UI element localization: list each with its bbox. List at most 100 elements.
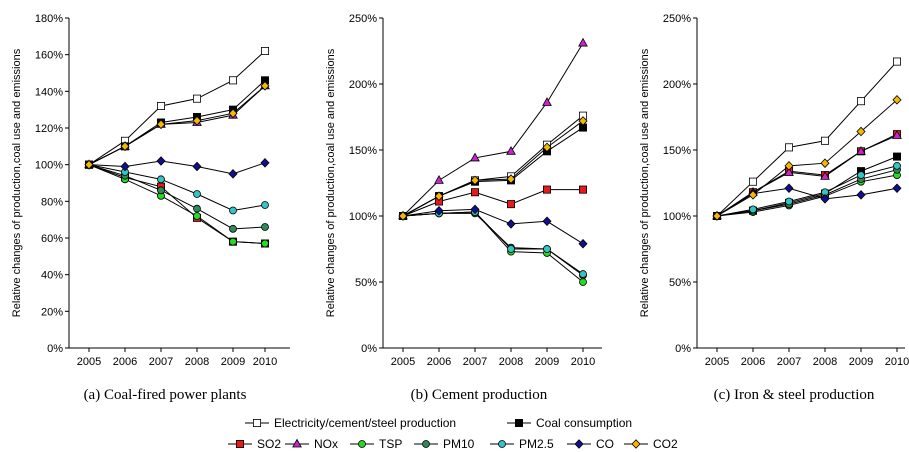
x-tick-label: 2009 bbox=[849, 356, 873, 368]
series-line-pm25 bbox=[402, 211, 584, 275]
y-tick-label: 60% bbox=[41, 233, 63, 245]
series-tsp bbox=[399, 208, 587, 286]
legend-label: CO bbox=[596, 437, 614, 451]
legend-label: PM10 bbox=[443, 437, 475, 451]
x-tick-label: 2009 bbox=[535, 356, 559, 368]
point-nox bbox=[506, 146, 516, 155]
point-pm10 bbox=[193, 204, 201, 213]
x-tick-label: 2008 bbox=[499, 356, 523, 368]
point-co2 bbox=[120, 141, 130, 152]
legend-label: SO2 bbox=[257, 437, 281, 451]
point-co bbox=[506, 219, 516, 229]
point-nox bbox=[470, 152, 480, 162]
point-nox bbox=[578, 37, 588, 47]
x-tick-label: 2005 bbox=[77, 356, 101, 368]
y-tick-label: 150% bbox=[663, 145, 691, 157]
point-co bbox=[434, 205, 444, 216]
point-co bbox=[470, 204, 480, 215]
point-production bbox=[260, 47, 269, 56]
point-co2 bbox=[856, 126, 866, 137]
point-co2 bbox=[434, 191, 444, 201]
series-line-tsp bbox=[88, 164, 266, 244]
point-co2 bbox=[506, 174, 516, 184]
y-tick-label: 120% bbox=[35, 123, 63, 135]
x-tick-label: 2005 bbox=[391, 356, 415, 368]
point-co bbox=[260, 158, 270, 168]
caption-coal-fired-power-plants: (a) Coal-fired power plants bbox=[84, 387, 247, 403]
series-production bbox=[398, 111, 588, 220]
series-line-co bbox=[402, 208, 584, 245]
series-pm10 bbox=[85, 160, 269, 233]
point-pm10 bbox=[229, 224, 237, 233]
point-pm10 bbox=[261, 223, 269, 231]
y-tick-label: 100% bbox=[349, 211, 377, 223]
point-co bbox=[856, 190, 866, 200]
point-co bbox=[820, 194, 830, 204]
y-tick-label: 80% bbox=[41, 196, 63, 208]
y-tick-label: 50% bbox=[669, 277, 691, 289]
point-pm25 bbox=[579, 270, 587, 278]
legend-item-co2: CO2 bbox=[624, 437, 678, 451]
legend-marker-nox bbox=[292, 438, 302, 448]
y-tick-label: 0% bbox=[675, 343, 691, 355]
legend-item-co: CO bbox=[567, 437, 614, 451]
point-co2 bbox=[542, 142, 552, 153]
series-line-tsp bbox=[716, 174, 898, 217]
point-pm25 bbox=[749, 205, 757, 214]
series-pm25 bbox=[399, 208, 587, 278]
point-so2 bbox=[543, 185, 552, 194]
x-tick-label: 2006 bbox=[741, 356, 765, 368]
point-production bbox=[228, 76, 237, 85]
x-tick-label: 2010 bbox=[253, 356, 277, 368]
caption-iron-steel-production: (c) Iron & steel production bbox=[714, 387, 875, 403]
y-tick-label: 160% bbox=[35, 50, 63, 62]
point-co2 bbox=[84, 159, 94, 170]
series-line-co bbox=[88, 160, 266, 175]
point-so2 bbox=[470, 188, 479, 197]
point-production bbox=[156, 102, 165, 111]
series-nox bbox=[398, 37, 588, 220]
point-tsp bbox=[229, 237, 237, 246]
series-pm25 bbox=[713, 161, 901, 220]
y-tick-label: 40% bbox=[41, 270, 63, 282]
point-pm25 bbox=[857, 171, 865, 179]
series-co bbox=[84, 156, 270, 179]
x-tick-label: 2007 bbox=[463, 356, 487, 368]
point-nox bbox=[856, 146, 866, 155]
series-pm10 bbox=[399, 209, 587, 280]
x-tick-label: 2010 bbox=[885, 356, 909, 368]
point-nox bbox=[784, 167, 794, 176]
point-production bbox=[785, 143, 794, 152]
point-nox bbox=[892, 130, 902, 139]
y-tick-label: 180% bbox=[35, 13, 63, 25]
y-tick-label: 140% bbox=[35, 86, 63, 98]
series-co bbox=[398, 204, 588, 249]
y-axis-label: Relative changes of production,coal use … bbox=[325, 48, 337, 317]
x-tick-label: 2007 bbox=[149, 356, 173, 368]
legend-label: TSP bbox=[379, 437, 402, 451]
point-nox bbox=[542, 97, 552, 106]
series-line-nox bbox=[88, 85, 266, 166]
point-pm25 bbox=[261, 201, 269, 209]
x-tick-label: 2008 bbox=[185, 356, 209, 368]
chart-coal-fired-power-plants: 0% 20% 40% 60% 80% 100% 120% 140% 160% 180% 2005 20… bbox=[11, 13, 290, 368]
legend-label: Electricity/cement/steel production bbox=[274, 416, 456, 430]
legend-label: NOx bbox=[314, 437, 338, 451]
series-line-nox bbox=[402, 42, 584, 217]
y-tick-label: 100% bbox=[663, 211, 691, 223]
point-tsp bbox=[193, 212, 201, 220]
series-line-pm25 bbox=[716, 165, 898, 217]
x-tick-label: 2008 bbox=[813, 356, 837, 368]
point-production bbox=[749, 177, 758, 186]
point-co2 bbox=[892, 95, 902, 105]
point-co2 bbox=[748, 190, 758, 200]
series-line-co2 bbox=[88, 85, 266, 166]
legend-item-production: Electricity/cement/steel production bbox=[245, 416, 456, 430]
legend-item-tsp: TSP bbox=[350, 437, 402, 451]
y-tick-label: 150% bbox=[349, 145, 377, 157]
point-pm10 bbox=[157, 186, 165, 195]
point-co bbox=[578, 238, 588, 249]
point-co bbox=[784, 183, 794, 194]
point-pm25 bbox=[893, 161, 901, 170]
